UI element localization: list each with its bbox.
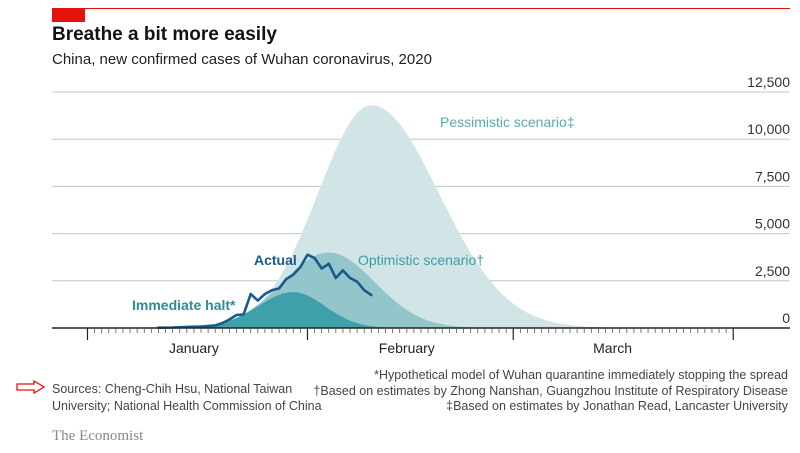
y-tick-label-10000: 10,000 (747, 121, 790, 137)
brand-logo: The Economist (52, 428, 144, 444)
red-tag (52, 8, 85, 22)
label-pessimistic-scenario: Pessimistic scenario‡ (440, 114, 575, 130)
chart-subtitle: China, new confirmed cases of Wuhan coro… (52, 51, 432, 68)
area-pessimistic-scenario (144, 105, 656, 328)
line-actual (157, 253, 373, 330)
x-month-label-january: January (169, 340, 219, 356)
footnote-halt: *Hypothetical model of Wuhan quarantine … (374, 368, 788, 382)
scenario-areas (144, 105, 656, 328)
sources-text: Sources: Cheng-Chih Hsu, National Taiwan… (52, 382, 322, 413)
footnote-pessimistic: ‡Based on estimates by Jonathan Read, La… (446, 399, 788, 413)
label-actual: Actual (254, 252, 297, 268)
y-tick-label-5000: 5,000 (755, 216, 790, 232)
y-tick-label-2500: 2,500 (755, 263, 790, 279)
y-tick-label-12500: 12,500 (747, 74, 790, 90)
x-axis: January February March (52, 327, 790, 356)
area-immediate-halt (158, 292, 407, 328)
top-rule (52, 8, 790, 9)
series-labels: Pessimistic scenario‡ Optimistic scenario… (132, 114, 575, 313)
chart-title: Breathe a bit more easily (52, 24, 277, 45)
source-arrow-icon (16, 380, 46, 394)
x-month-label-march: March (593, 340, 632, 356)
x-month-label-february: February (379, 340, 435, 356)
label-immediate-halt: Immediate halt* (132, 297, 236, 313)
footnote-optimistic: †Based on estimates by Zhong Nanshan, Gu… (313, 383, 788, 398)
label-optimistic-scenario: Optimistic scenario† (358, 252, 484, 268)
y-tick-label-7500: 7,500 (755, 168, 790, 184)
y-tick-label-0: 0 (782, 310, 790, 326)
footnotes: *Hypothetical model of Wuhan quarantine … (313, 368, 788, 415)
area-optimistic-scenario (158, 252, 485, 328)
